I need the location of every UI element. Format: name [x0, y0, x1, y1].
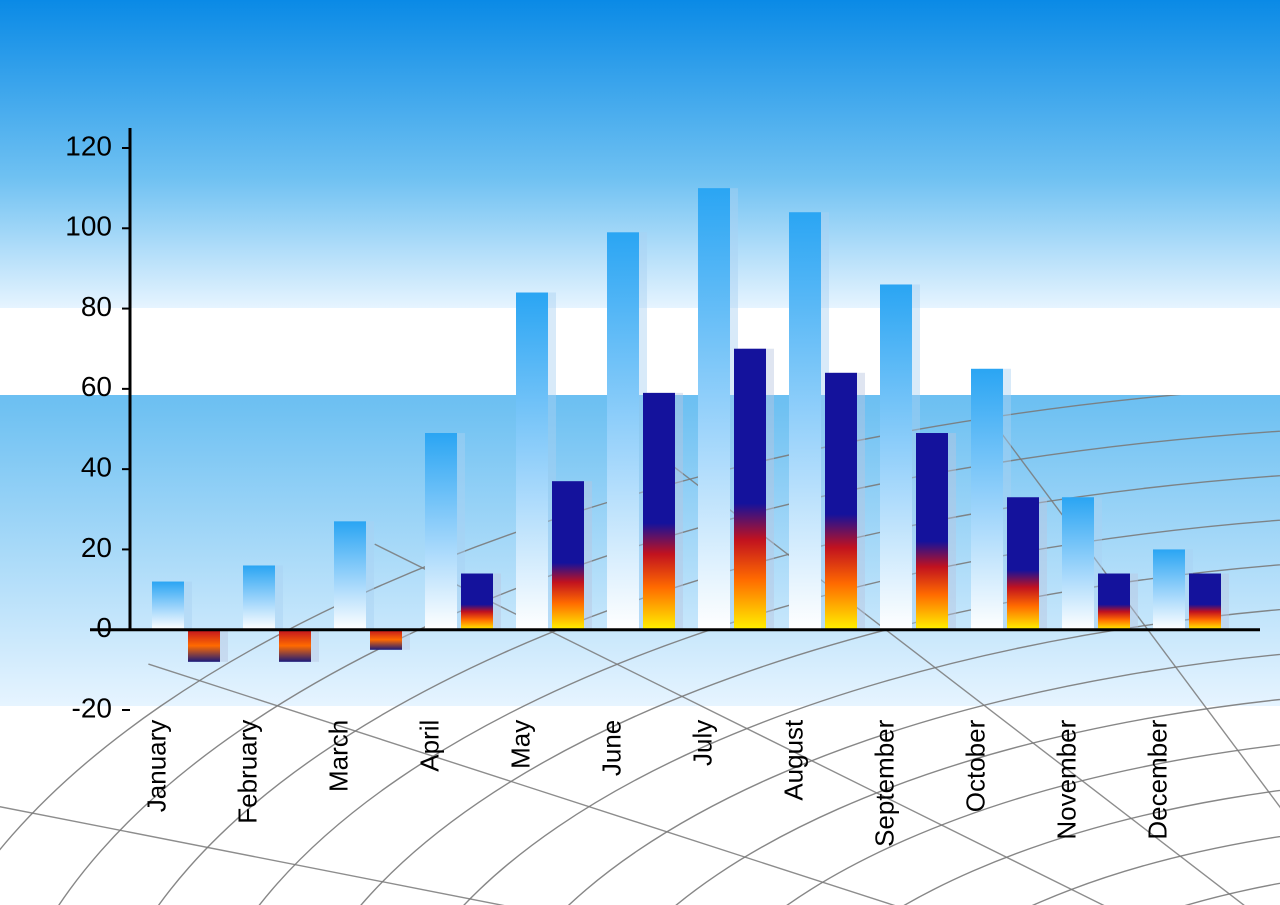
bar: [370, 630, 402, 650]
x-tick-label: March: [323, 720, 353, 792]
bar: [334, 521, 366, 629]
bar: [188, 630, 220, 662]
bar: [789, 212, 821, 629]
bar: [425, 433, 457, 630]
bar: [607, 232, 639, 629]
x-tick-label: February: [232, 720, 262, 824]
chart-container: -20 0 20 40 60 80 100 120 January February March A…: [0, 0, 1280, 905]
bar: [1062, 497, 1094, 629]
y-tick-label: 20: [81, 532, 112, 563]
x-tick-label: May: [505, 720, 535, 769]
bar: [825, 373, 857, 630]
x-tick-label: September: [869, 719, 899, 847]
x-tick-label: June: [596, 720, 626, 776]
x-tick-label: November: [1051, 719, 1081, 839]
y-tick-label: 60: [81, 371, 112, 402]
bar: [734, 349, 766, 630]
y-tick-label: -20: [72, 692, 112, 723]
y-tick-label: 40: [81, 452, 112, 483]
bar: [461, 574, 493, 630]
x-tick-label: December: [1142, 719, 1172, 839]
x-tick-label: October: [960, 719, 990, 812]
bar: [552, 481, 584, 630]
bar: [1007, 497, 1039, 629]
bar: [1153, 549, 1185, 629]
y-tick-label: 100: [65, 211, 112, 242]
bar: [279, 630, 311, 662]
y-tick-label: 120: [65, 130, 112, 161]
x-tick-label: August: [778, 719, 808, 801]
x-tick-label: January: [141, 720, 171, 813]
bar: [152, 582, 184, 630]
y-tick-label: 80: [81, 291, 112, 322]
monthly-bar-chart: -20 0 20 40 60 80 100 120 January February March A…: [0, 0, 1280, 905]
bar: [916, 433, 948, 630]
bar: [243, 565, 275, 629]
bar: [1098, 574, 1130, 630]
x-tick-label: April: [414, 720, 444, 772]
bar: [880, 284, 912, 629]
bar: [516, 293, 548, 630]
y-tick-label: 0: [96, 612, 112, 643]
x-tick-label: July: [687, 720, 717, 766]
bar: [643, 393, 675, 630]
bar: [1189, 574, 1221, 630]
bar: [971, 369, 1003, 630]
bar: [698, 188, 730, 630]
